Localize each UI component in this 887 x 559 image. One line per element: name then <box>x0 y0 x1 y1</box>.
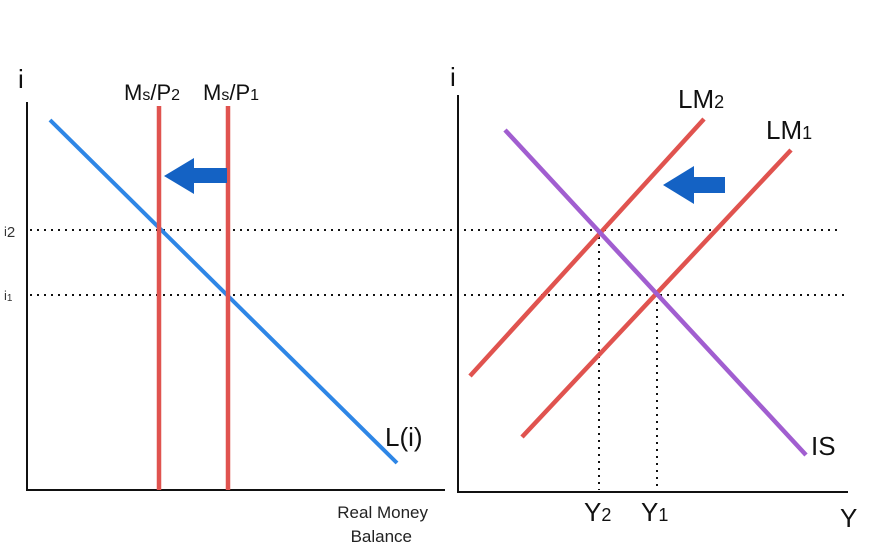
lm-curve-2 <box>468 117 706 378</box>
left-x-axis-label-line1: Real Money <box>337 503 428 522</box>
is-label: IS <box>811 431 836 461</box>
left-axes <box>26 102 445 491</box>
output-label-y2: Y2 <box>584 497 611 527</box>
right-axes <box>457 95 848 493</box>
lm-label-2: LM2 <box>678 84 724 114</box>
arrow-left-icon <box>663 166 725 204</box>
rate-label-i1: i1 <box>4 288 13 304</box>
right-x-axis-label: Y <box>840 503 857 533</box>
money-supply-label-1: Ms/P1 <box>203 80 259 105</box>
output-label-y1: Y1 <box>641 497 668 527</box>
rate-label-i2: i2 <box>4 224 15 241</box>
money-demand-label: L(i) <box>385 422 423 452</box>
is-curve <box>503 128 808 457</box>
money-demand-curve <box>48 118 399 465</box>
left-x-axis-label-line2: Balance <box>351 527 412 546</box>
money-supply-label-2: Ms/P2 <box>124 80 180 105</box>
arrow-left-icon <box>164 158 227 194</box>
right-y-axis-label: i <box>450 62 456 92</box>
lm-label-1: LM1 <box>766 115 812 145</box>
left-y-axis-label: i <box>18 64 24 94</box>
